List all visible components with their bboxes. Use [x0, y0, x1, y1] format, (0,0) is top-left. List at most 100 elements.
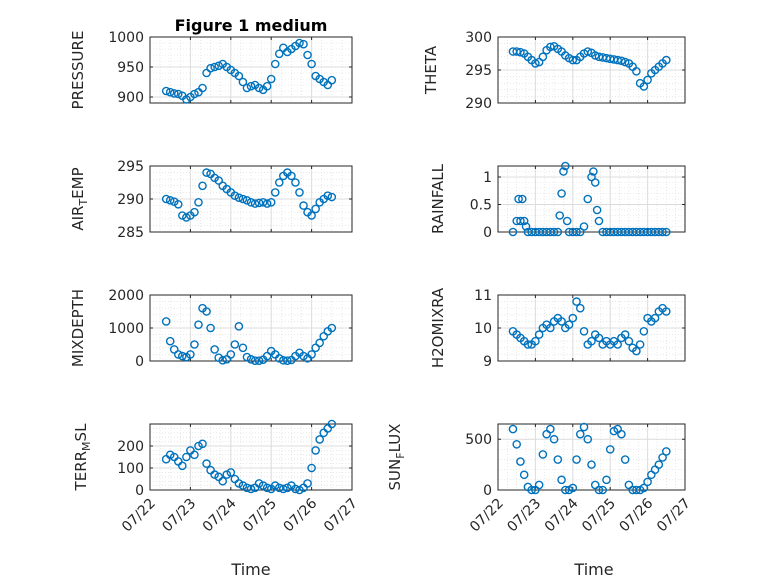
data-point	[519, 470, 529, 480]
ylabel-air-temp: AIRTEMP	[69, 167, 90, 230]
y-tick-label: 1000	[108, 321, 144, 337]
y-tick-label: 200	[117, 439, 144, 455]
figure-title: Figure 1 medium	[175, 16, 328, 35]
data-point	[295, 188, 304, 197]
data-point	[602, 475, 611, 485]
data-point	[173, 350, 183, 359]
data-point	[575, 303, 585, 313]
data-point	[238, 194, 248, 204]
data-point	[246, 355, 256, 364]
data-point	[303, 50, 312, 60]
data-point	[262, 199, 272, 208]
data-point	[662, 227, 671, 237]
data-point	[206, 323, 215, 333]
data-point	[194, 197, 203, 207]
data-point	[262, 483, 272, 493]
data-point	[254, 356, 264, 365]
data-point	[587, 336, 596, 346]
data-point	[572, 227, 581, 237]
x-tick-label: 07/22	[119, 496, 159, 536]
data-point	[617, 56, 626, 66]
data-point	[173, 89, 183, 99]
data-point	[592, 205, 602, 215]
data-point	[182, 452, 191, 462]
x-tick-label: 07/22	[467, 496, 507, 536]
data-point	[291, 178, 300, 187]
data-point	[521, 222, 531, 231]
data-point	[639, 82, 649, 91]
data-point	[662, 307, 671, 316]
data-point	[303, 479, 312, 488]
data-point	[307, 463, 316, 473]
data-point	[508, 227, 518, 237]
data-point	[311, 446, 320, 455]
data-point	[258, 197, 268, 207]
subplot-pressure: PRESSURE 900 950 1000	[69, 30, 353, 109]
data-point	[190, 340, 199, 349]
data-point	[590, 178, 600, 187]
x-tick-label: 07/24	[200, 495, 240, 535]
data-point	[266, 197, 276, 207]
y-tick-label: 295	[117, 159, 144, 175]
data-point	[165, 196, 175, 205]
data-point	[583, 47, 593, 56]
data-point	[242, 83, 252, 93]
data-point	[173, 199, 183, 209]
data-point	[546, 42, 555, 52]
data-point	[194, 320, 203, 330]
data-point	[553, 227, 563, 237]
subplot-theta: THETA 290 295 300	[422, 30, 686, 112]
data-point	[270, 188, 280, 197]
data-point	[270, 59, 280, 69]
data-point	[254, 198, 264, 208]
data-point	[274, 178, 284, 187]
data-point	[182, 213, 191, 222]
data-point	[555, 211, 565, 220]
data-point	[202, 168, 211, 177]
data-point	[583, 194, 593, 204]
ylabel-mixdepth: MIXDEPTH	[69, 289, 87, 367]
data-point	[594, 485, 604, 495]
ylabel-terr-msl: TERRMSL	[72, 423, 93, 492]
data-point	[549, 227, 559, 237]
data-point	[283, 356, 292, 365]
data-point	[632, 485, 641, 495]
data-point	[643, 477, 652, 487]
data-point	[327, 75, 337, 85]
data-point	[534, 480, 544, 490]
ylabel-rainfall: RAINFALL	[429, 163, 447, 234]
data-point	[161, 317, 171, 326]
data-point	[307, 211, 316, 220]
data-point	[165, 87, 175, 97]
y-tick-label: 1000	[108, 30, 144, 46]
x-tick-label: 07/26	[281, 495, 321, 535]
y-tick-label: 285	[117, 225, 144, 241]
y-tick-label: 1	[483, 170, 492, 186]
data-point	[299, 39, 308, 49]
data-point	[594, 333, 604, 343]
subplot-h2omixra: H2OMIXRA 9 10 11	[429, 287, 686, 370]
ylabel-theta: THETA	[422, 45, 440, 95]
data-point	[620, 57, 630, 67]
data-point	[620, 330, 630, 339]
data-point	[230, 191, 240, 200]
data-point	[654, 460, 664, 469]
data-point	[531, 59, 540, 68]
data-point	[590, 51, 600, 60]
data-point	[327, 323, 337, 333]
data-point	[238, 77, 248, 87]
data-point	[323, 191, 333, 200]
data-point	[564, 320, 574, 330]
data-point	[549, 434, 559, 444]
axes-box	[497, 423, 686, 491]
data-point	[291, 484, 300, 494]
data-point	[650, 313, 660, 323]
data-point	[218, 356, 228, 365]
data-point	[178, 351, 187, 361]
data-point	[287, 171, 296, 181]
data-point	[178, 461, 187, 471]
y-tick-label: 300	[465, 30, 492, 46]
data-point	[594, 216, 604, 226]
data-point	[632, 67, 641, 76]
